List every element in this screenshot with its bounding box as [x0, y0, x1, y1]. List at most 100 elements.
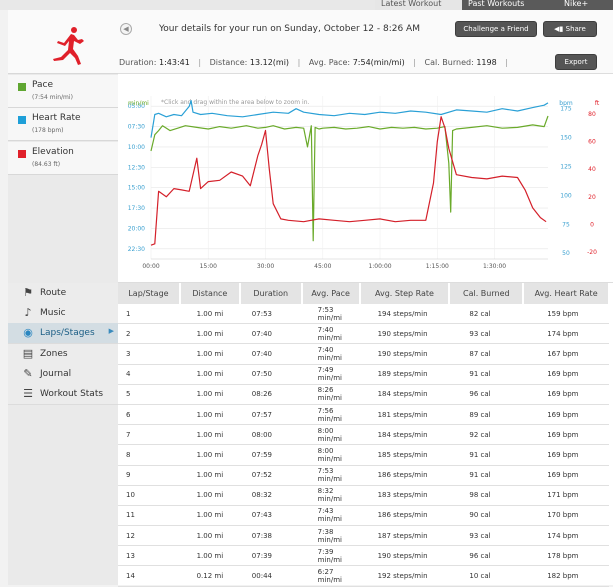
elevation-tick-label: 20 [588, 194, 596, 201]
tab-latest-workout[interactable]: Latest Workout [375, 0, 467, 10]
table-cell: 92 cal [449, 424, 524, 446]
elevation-tick-label: 80 [588, 111, 596, 118]
table-cell: 98 cal [449, 485, 524, 506]
table-cell: 8:26 min/mi [301, 384, 360, 405]
sidebar-item-workout-stats[interactable]: ☰ Workout Stats [8, 384, 118, 405]
table-cell: 7:40 min/mi [301, 343, 360, 365]
pace-tick-label: 05:00 [128, 103, 145, 110]
table-cell: 89 cal [449, 404, 524, 426]
pace-tick-label: 20:00 [128, 225, 145, 232]
table-row[interactable]: 10 1.00 mi 08:32 8:32 min/mi 183 steps/min 98… [118, 485, 609, 506]
sidebar-item-label: Journal [40, 369, 72, 379]
table-cell: 96 cal [449, 384, 524, 405]
table-cell: 184 steps/min [359, 384, 450, 405]
challenge-friend-button[interactable]: Challenge a Friend [455, 21, 537, 37]
table-cell: 07:57 [239, 404, 302, 426]
table-row[interactable]: 9 1.00 mi 07:52 7:53 min/mi 186 steps/min 91 … [118, 465, 609, 486]
table-row[interactable]: 8 1.00 mi 07:59 8:00 min/mi 185 steps/min 91 … [118, 444, 609, 466]
megaphone-icon: ◀▮ [554, 25, 564, 33]
table-cell: 0.12 mi [179, 565, 240, 587]
table-cell: 8:00 min/mi [301, 424, 360, 446]
table-cell: 187 steps/min [359, 525, 450, 547]
elevation-tick-label: 60 [588, 139, 596, 146]
table-body: 1 1.00 mi 07:53 7:53 min/mi 194 steps/min 82 … [118, 304, 609, 587]
tab-nike-plus[interactable]: Nike+ [558, 0, 613, 10]
hr-unit-label: bpm [559, 100, 573, 107]
tab-past-workouts[interactable]: Past Workouts [462, 0, 564, 10]
sidebar-item-laps-stages[interactable]: ◉ Laps/Stages ▶ [8, 323, 118, 344]
table-row[interactable]: 4 1.00 mi 07:50 7:49 min/mi 189 steps/min 91 … [118, 364, 609, 385]
hr-tick-label: 100 [560, 192, 572, 199]
table-row[interactable]: 11 1.00 mi 07:43 7:43 min/mi 186 steps/min 90… [118, 505, 609, 527]
table-row[interactable]: 7 1.00 mi 08:00 8:00 min/mi 184 steps/min 92 … [118, 424, 609, 446]
elevation-unit-label: ft [595, 100, 600, 107]
table-cell: 7:39 min/mi [301, 545, 360, 567]
elevation-tick-label: 40 [588, 166, 596, 173]
elevation-tick-label: -20 [587, 249, 597, 256]
column-header: Cal. Burned [449, 283, 525, 304]
sidebar-item-journal[interactable]: ✎ Journal [8, 364, 118, 385]
pace-tick-label: 15:00 [128, 185, 145, 192]
table-cell: 82 cal [449, 304, 524, 325]
table-row[interactable]: 6 1.00 mi 07:57 7:56 min/mi 181 steps/min 89 … [118, 404, 609, 426]
back-arrow-icon[interactable]: ◀ [120, 23, 132, 35]
table-cell: 7:38 min/mi [301, 525, 360, 547]
hr-tick-label: 150 [560, 135, 572, 142]
table-cell: 07:38 [239, 525, 302, 547]
distance-value: 13.12(mi) [249, 58, 290, 67]
table-cell: 185 steps/min [359, 444, 450, 466]
sidebar-item-route[interactable]: ⚑ Route [8, 283, 118, 304]
table-cell: 7:43 min/mi [301, 505, 360, 527]
table-cell: 07:50 [239, 364, 302, 385]
table-cell: 7:53 min/mi [301, 465, 360, 486]
hr-tick-label: 50 [562, 250, 570, 257]
table-cell: 08:32 [239, 485, 302, 506]
table-cell: 1.00 mi [179, 404, 240, 426]
elevation-swatch [18, 150, 26, 158]
hr-tick-label: 175 [560, 106, 572, 113]
workout-chart[interactable]: 05:00 07:30 10:00 12:30 15:00 17:30 20:00 22:30… [118, 74, 613, 283]
table-cell: 11 [118, 505, 180, 527]
table-cell: 8 [118, 444, 180, 466]
table-cell: 171 bpm [523, 485, 609, 506]
legend-elevation[interactable]: Elevation (84.63 ft) [8, 142, 118, 175]
column-header: Avg. Heart Rate [523, 283, 610, 304]
table-row[interactable]: 3 1.00 mi 07:40 7:40 min/mi 190 steps/min 87 … [118, 343, 609, 365]
table-cell: 14 [118, 565, 180, 587]
table-row[interactable]: 1 1.00 mi 07:53 7:53 min/mi 194 steps/min 82 … [118, 304, 609, 325]
table-cell: 1.00 mi [179, 304, 240, 325]
table-cell: 91 cal [449, 444, 524, 466]
table-cell: 07:39 [239, 545, 302, 567]
table-cell: 1.00 mi [179, 485, 240, 506]
table-cell: 1.00 mi [179, 444, 240, 466]
table-cell: 96 cal [449, 545, 524, 567]
table-cell: 4 [118, 364, 180, 385]
table-row[interactable]: 13 1.00 mi 07:39 7:39 min/mi 190 steps/min 96… [118, 545, 609, 567]
series-elevation-line [150, 116, 547, 246]
table-cell: 91 cal [449, 465, 524, 486]
avg-pace-value: 7:54(min/mi) [352, 58, 405, 67]
legend-pace[interactable]: Pace (7:54 min/mi) [8, 75, 118, 108]
table-row[interactable]: 5 1.00 mi 08:26 8:26 min/mi 184 steps/min 96 … [118, 384, 609, 405]
table-cell: 7:49 min/mi [301, 364, 360, 385]
table-cell: 184 steps/min [359, 424, 450, 446]
sidebar-item-zones[interactable]: ▤ Zones [8, 344, 118, 365]
pace-swatch [18, 83, 26, 91]
x-tick-label: 45:00 [314, 263, 331, 270]
zones-icon: ▤ [22, 347, 34, 360]
export-button[interactable]: Export [555, 54, 597, 70]
share-label: Share [565, 25, 586, 33]
share-button[interactable]: ◀▮ Share [543, 21, 597, 37]
workout-chart-svg[interactable]: 05:00 07:30 10:00 12:30 15:00 17:30 20:00 22:30… [118, 74, 613, 282]
legend-heart-rate[interactable]: Heart Rate (178 bpm) [8, 108, 118, 141]
sidebar-item-music[interactable]: ♪ Music [8, 303, 118, 324]
duration-label: Duration: [119, 58, 157, 67]
hr-tick-label: 75 [562, 221, 570, 228]
runner-icon [53, 27, 84, 65]
table-row[interactable]: 2 1.00 mi 07:40 7:40 min/mi 190 steps/min 93 … [118, 323, 609, 345]
table-row[interactable]: 14 0.12 mi 00:44 6:27 min/mi 192 steps/min 10… [118, 565, 609, 587]
x-tick-label: 1:30:00 [483, 263, 506, 270]
table-cell: 174 bpm [523, 323, 609, 345]
table-cell: 1.00 mi [179, 465, 240, 486]
table-row[interactable]: 12 1.00 mi 07:38 7:38 min/mi 187 steps/min 93… [118, 525, 609, 547]
